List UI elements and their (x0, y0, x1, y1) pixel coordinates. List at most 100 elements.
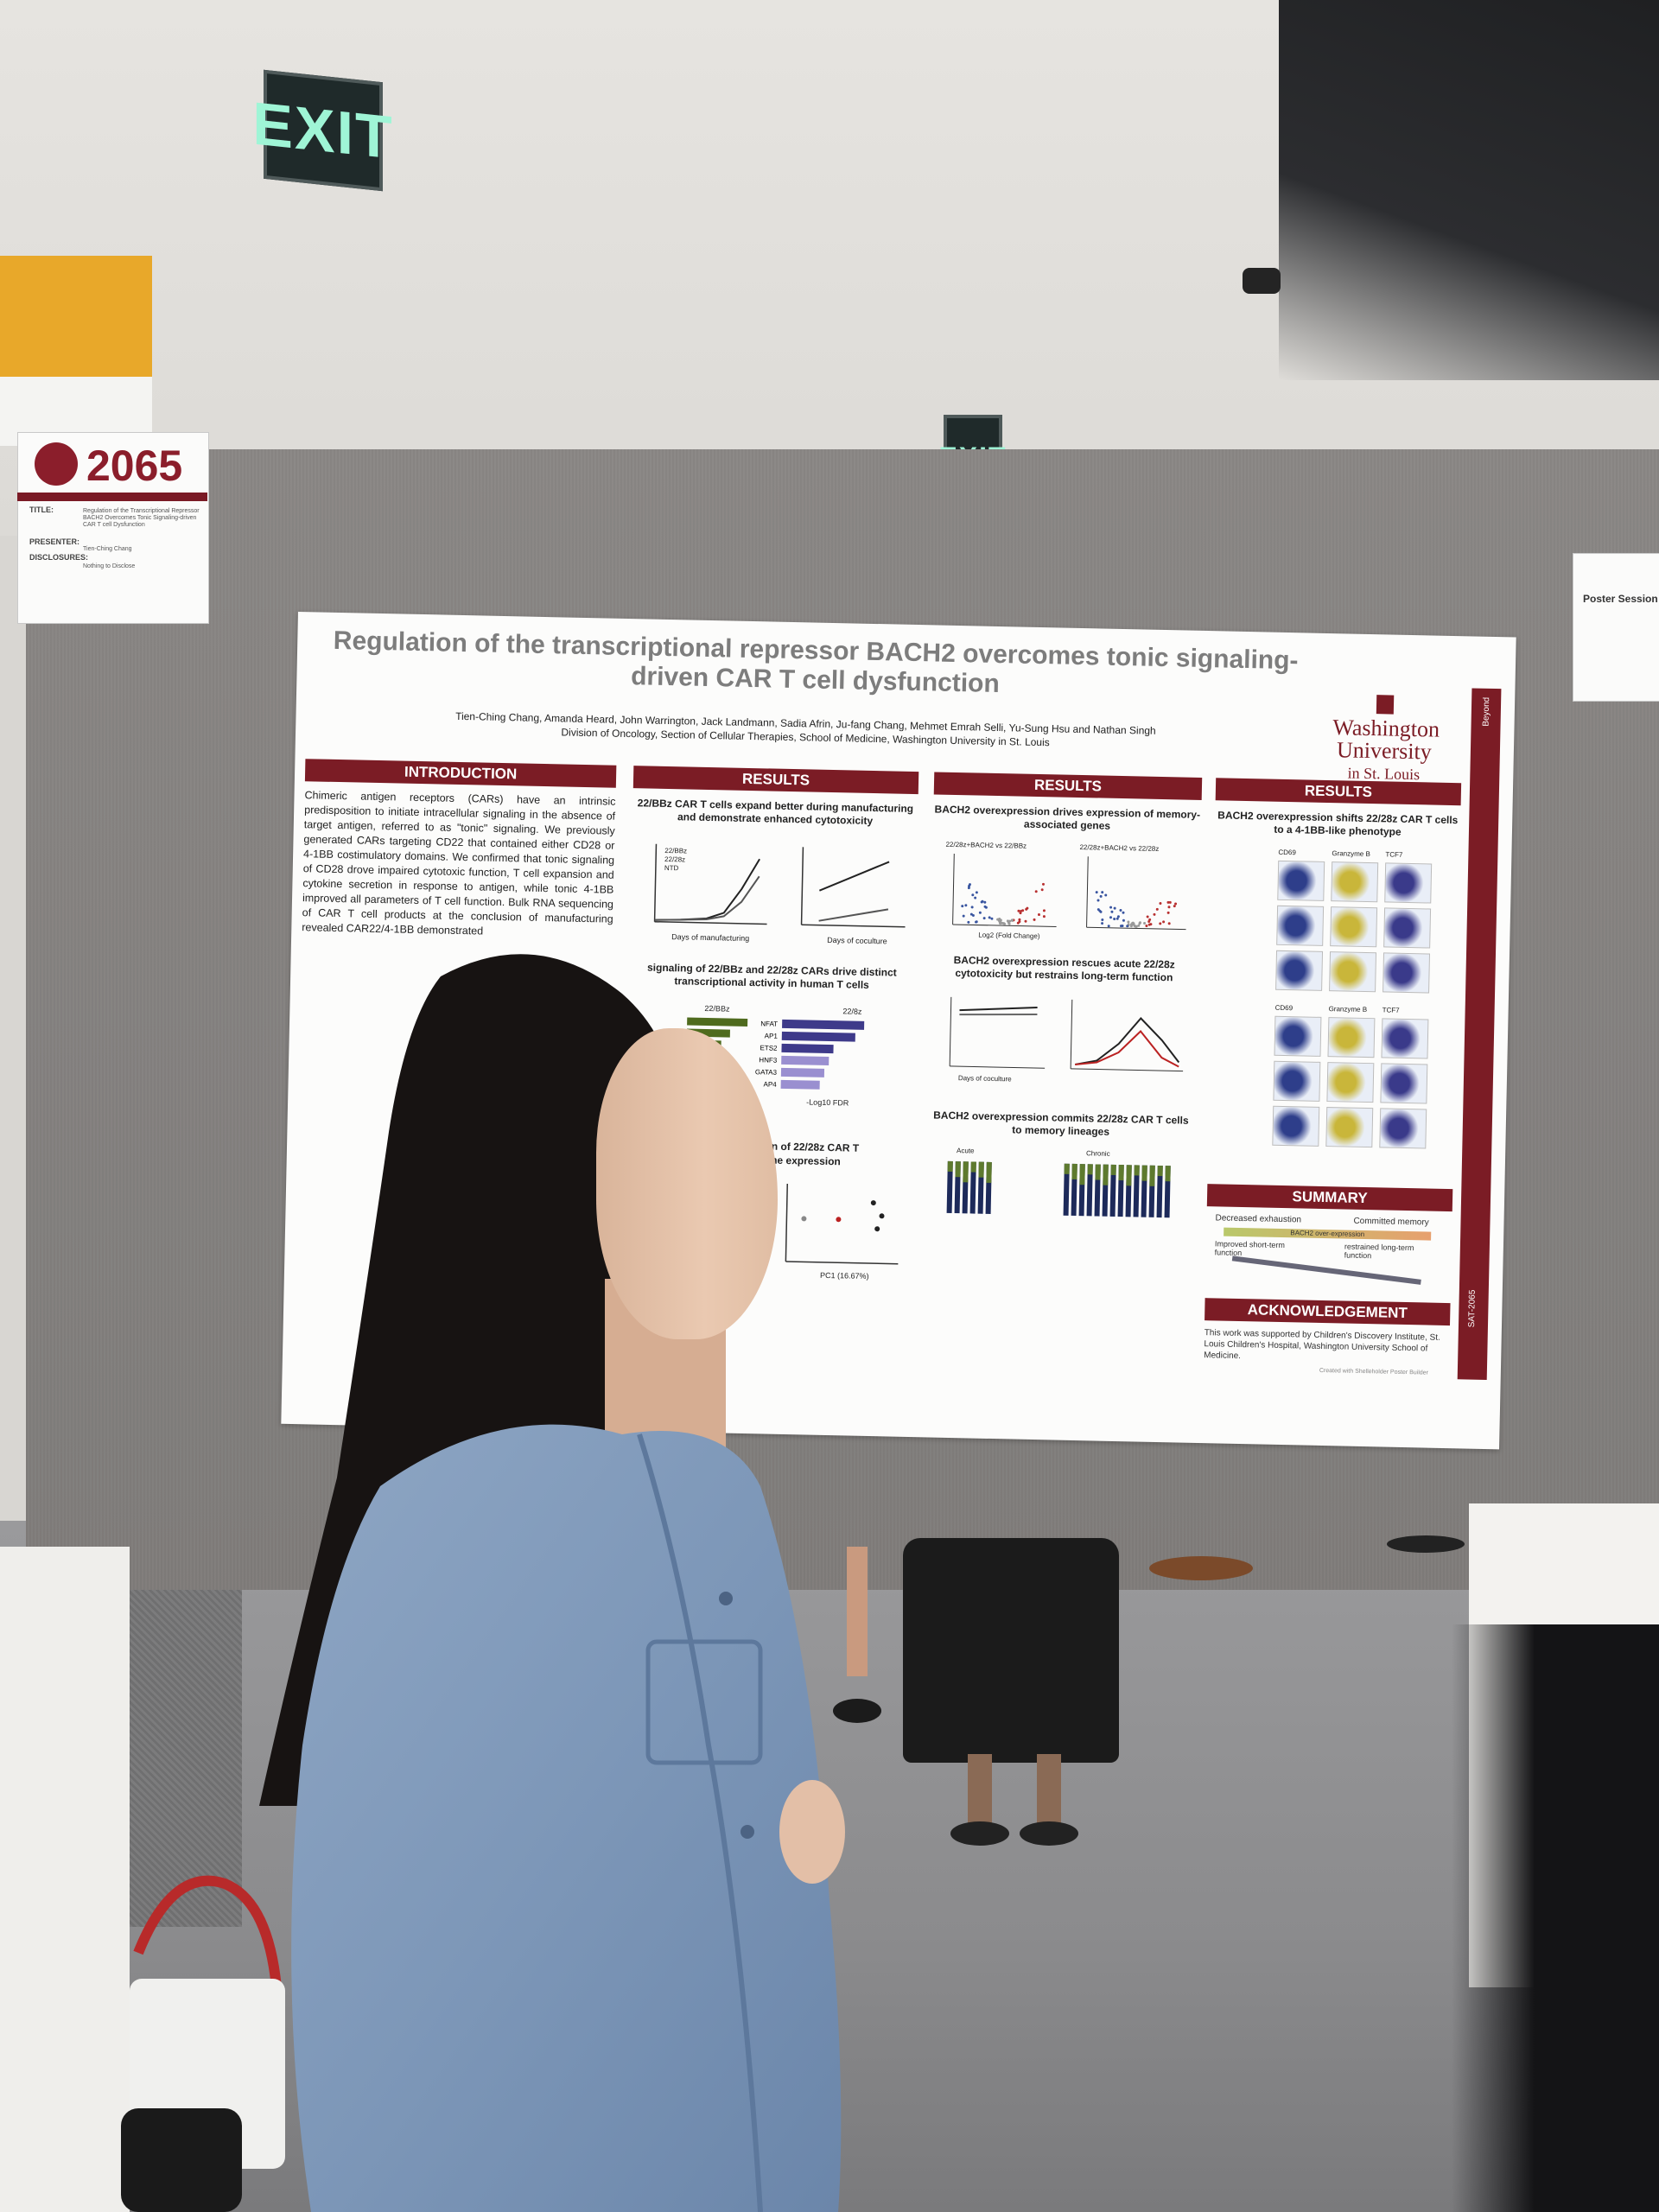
xlabel-coculture: Days of coculture (827, 936, 887, 945)
results-heading-2: RESULTS (933, 772, 1203, 800)
volcano-dot (1119, 909, 1122, 912)
poster-footer: Created with Shelleholder Poster Builder (1319, 1367, 1428, 1376)
stack-segment (1064, 1163, 1070, 1174)
tf-label: HNF3 (759, 1056, 778, 1064)
volcano-dot (1003, 922, 1007, 925)
stack-segment (1118, 1165, 1124, 1181)
volcano-dot (1101, 922, 1104, 925)
volcano-dot (1131, 923, 1135, 926)
volcano-dot (1007, 922, 1011, 925)
summary-right-top: Committed memory (1353, 1216, 1429, 1228)
crest-icon (1376, 695, 1395, 715)
volcano-dot (1167, 922, 1171, 925)
stack-segment (986, 1161, 992, 1183)
volcano-dot (1147, 920, 1151, 924)
pca-figure: PC1 (16.67%) (785, 1183, 899, 1281)
volcano-dot (990, 917, 994, 920)
volcano-dot (1122, 918, 1125, 922)
volcano-dot (1101, 918, 1104, 921)
flow-umap-tile (1330, 906, 1378, 948)
volcano-dot (1174, 902, 1178, 906)
volcano-dot (1099, 894, 1103, 898)
volcano-dot (1113, 918, 1116, 921)
volcano-dot (1138, 921, 1141, 925)
board-stand-left (0, 1547, 130, 2212)
tf-label: AP1 (765, 1032, 779, 1039)
stack-segment (947, 1160, 953, 1173)
volcano-dot (1096, 899, 1100, 902)
card-presenter-label: PRESENTER: (29, 537, 80, 546)
results2-sub2: BACH2 overexpression rescues acute 22/28… (953, 953, 1175, 984)
tf-label: ETS2 (760, 1044, 778, 1052)
flow-umap-tile (1379, 1108, 1427, 1149)
col-22bbz: 22/BBz (704, 1004, 730, 1014)
volcano-dot (971, 893, 975, 897)
xlabel-manufacturing: Days of manufacturing (671, 932, 749, 943)
volcano-dot (974, 896, 977, 899)
person-background-legs (950, 1754, 1078, 1846)
person-background-skirt (903, 1538, 1119, 1763)
results-heading-1: RESULTS (632, 766, 919, 795)
security-camera (1243, 268, 1281, 294)
volcano-dot (1037, 913, 1040, 917)
volcano-dot (1107, 925, 1110, 928)
volcano-dot (1173, 905, 1176, 908)
flow-umap-tile (1276, 905, 1325, 946)
logo-line2: University (1336, 737, 1433, 765)
yellow-sign (0, 256, 152, 377)
stack-segment (978, 1161, 984, 1178)
stack-segment (1110, 1164, 1116, 1175)
scientific-poster: Regulation of the transcriptional repres… (281, 612, 1516, 1450)
volcano-dot (1159, 901, 1162, 905)
stack-segment (1095, 1164, 1101, 1180)
volcano-dot (1116, 917, 1119, 920)
volcano-dot (971, 913, 975, 917)
stack-segment (1134, 1165, 1140, 1176)
volcano-dot (1042, 909, 1046, 912)
volcano-dot (962, 914, 965, 918)
tf-bar (780, 1079, 820, 1090)
volcano-dot (1024, 919, 1027, 923)
volcano-dot (1017, 909, 1020, 912)
cytotoxicity-figure: Days of coculture (949, 996, 1184, 1083)
flow-umap-tile (1272, 1105, 1320, 1147)
results2-sub1: BACH2 overexpression drives expression o… (934, 803, 1201, 832)
volcano-dot (978, 911, 982, 914)
card-title-label: TITLE: (29, 505, 54, 514)
stack-segment (1133, 1165, 1140, 1217)
exit-text: EXIT (252, 89, 394, 172)
flow-umap-tile (1382, 952, 1431, 994)
card-disclosures-label: DISCLOSURES: (29, 553, 89, 562)
volcano-dot (1095, 891, 1098, 894)
tf-bar (780, 1067, 825, 1077)
stack-segment (1063, 1163, 1070, 1216)
stack-segment (1087, 1164, 1093, 1175)
ack-body: This work was supported by Children's Di… (1204, 1328, 1440, 1362)
intro-body: Chimeric antigen receptors (CARs) have a… (302, 789, 616, 938)
person-background-leg-left (833, 1547, 881, 1723)
background-shoes (1149, 1535, 1465, 1580)
stack-segment (955, 1161, 961, 1178)
society-logo (35, 442, 78, 486)
volcano-dot (1126, 925, 1129, 928)
results1-sub1: 22/BBz CAR T cells expand better during … (637, 797, 914, 827)
volcano-dot (1121, 925, 1124, 928)
volcano-dot (1137, 924, 1141, 927)
flow-umap-tile (1384, 862, 1433, 904)
flow-column-label: TCF7 (1385, 850, 1403, 859)
stack-segment (1141, 1165, 1147, 1181)
volcano-dot (1104, 893, 1108, 897)
volcano-dot (1166, 900, 1170, 904)
volcano-dot (983, 905, 987, 908)
flow-umap-tile (1331, 861, 1379, 903)
stack-segment (1165, 1166, 1171, 1182)
flow-column-label: Granzyme B (1328, 1005, 1368, 1014)
flow-umap-tile (1274, 1015, 1322, 1057)
acute-label: Acute (957, 1147, 975, 1154)
dark-ceiling (1279, 0, 1659, 380)
card-divider (17, 493, 207, 501)
volcano-dot (1145, 925, 1148, 928)
tf-bar (781, 1031, 855, 1042)
volcano-dot (982, 917, 986, 920)
volcano-x: Log2 (Fold Change) (978, 931, 1040, 940)
